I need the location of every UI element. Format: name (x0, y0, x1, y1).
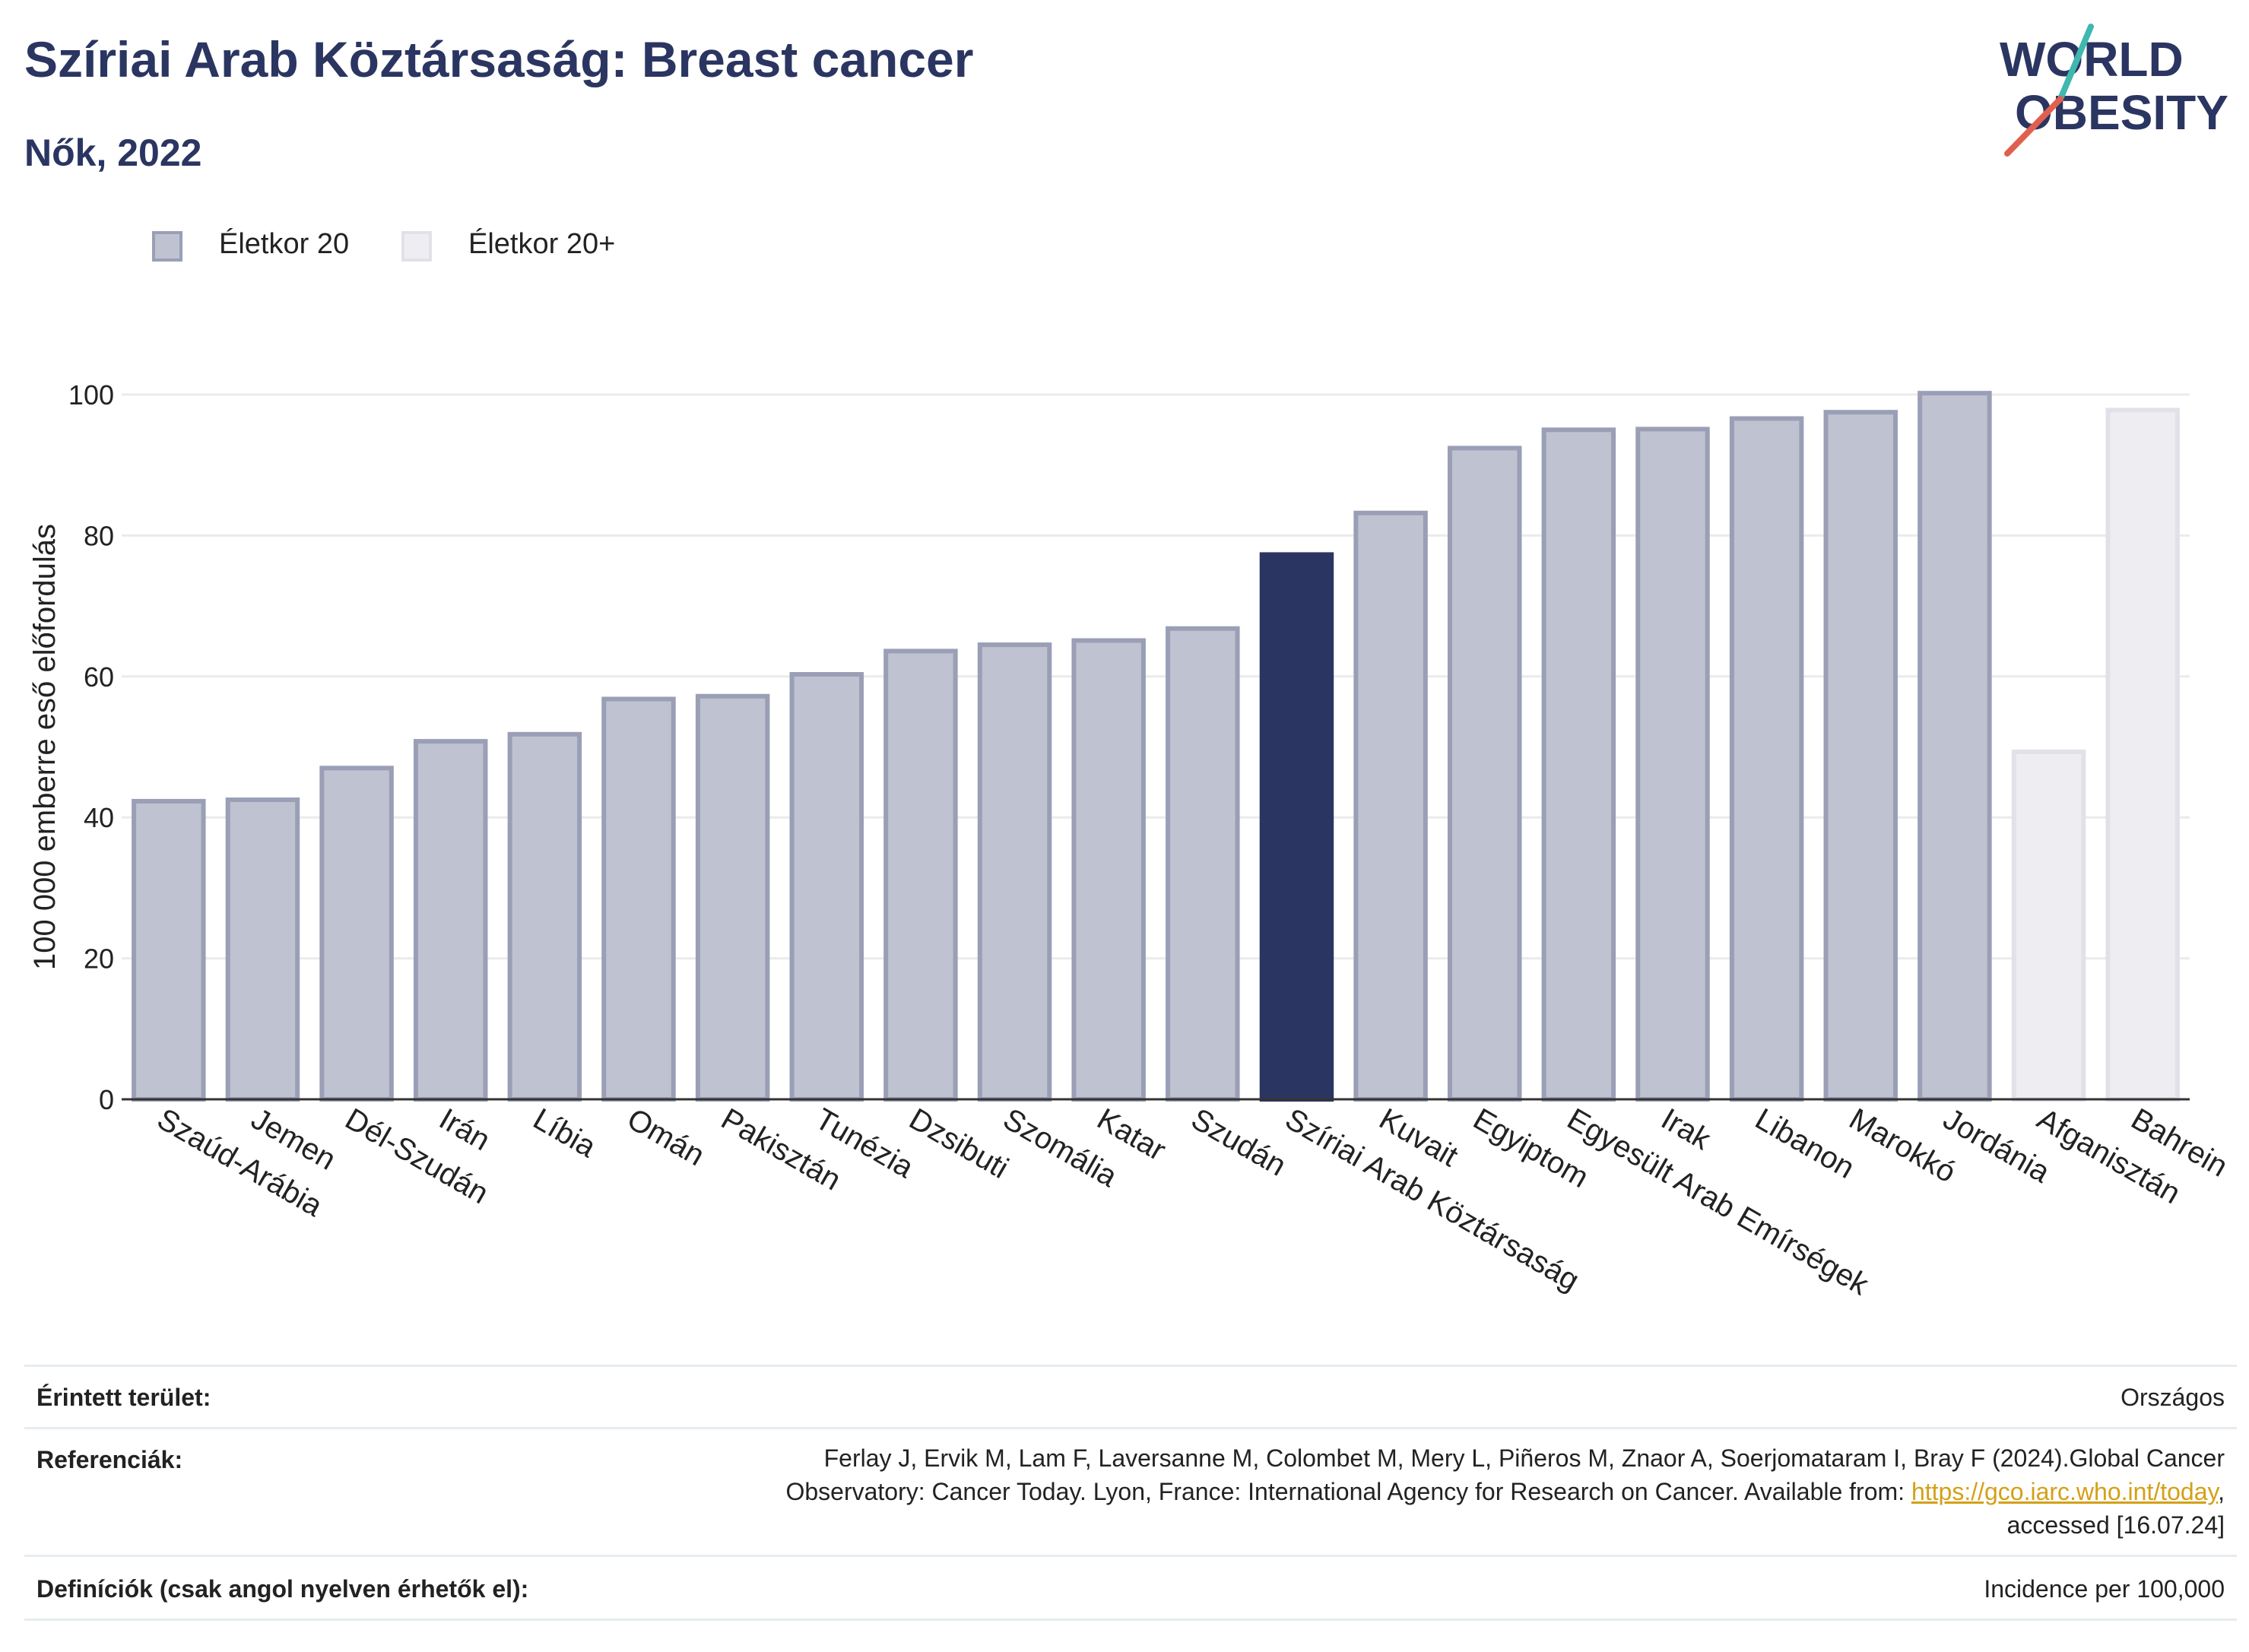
x-tick-label: Egyesült Arab Emírségek (1562, 1102, 1875, 1302)
bar (883, 648, 958, 1102)
references-label: Referenciák: (36, 1446, 183, 1473)
bar (2011, 749, 2086, 1102)
references-text: Ferlay J, Ervik M, Lam F, Laversanne M, … (785, 1441, 2225, 1542)
bar (1071, 638, 1146, 1102)
references-link[interactable]: https://gco.iarc.who.int/today (1911, 1478, 2219, 1505)
bar (1541, 427, 1616, 1102)
bar (2105, 407, 2180, 1102)
page-title: Szíriai Arab Köztársaság: Breast cancer (24, 31, 974, 87)
x-tick-label: Irán (433, 1102, 496, 1158)
bar (601, 696, 676, 1102)
x-tick-label: Marokkó (1844, 1102, 1962, 1190)
logo-stripe-teal (2057, 24, 2094, 102)
bar (1353, 510, 1428, 1102)
y-tick-label: 60 (84, 661, 114, 693)
bar (1166, 626, 1240, 1102)
footer-row-area: Érintett terület: Országos (24, 1365, 2237, 1427)
y-tick-label: 40 (84, 802, 114, 833)
area-label: Érintett terület: (36, 1384, 211, 1411)
y-tick-label: 0 (99, 1084, 114, 1115)
references-line-2-suffix: , (2218, 1478, 2225, 1505)
bar (413, 739, 488, 1102)
bar (1729, 416, 1804, 1102)
x-tick-label: Líbia (528, 1102, 602, 1165)
bar (1918, 391, 1992, 1102)
bar (507, 731, 582, 1102)
footer-row-references: Referenciák: Ferlay J, Ervik M, Lam F, L… (24, 1427, 2237, 1555)
logo-word-1: WORLD (2000, 32, 2184, 87)
bar (1635, 426, 1710, 1102)
bar-chart: 0 20 40 60 80 100 100 000 emberre eső előfordu… (28, 379, 2233, 1302)
legend-swatch-age-20 (152, 231, 182, 262)
world-obesity-logo: WORLD OBESITY (2000, 24, 2228, 157)
definitions-label: Definíciók (csak angol nyelven érhetők e… (36, 1575, 529, 1603)
bar (132, 798, 206, 1102)
bar (1447, 446, 1522, 1102)
chart-footer: Érintett terület: Országos Referenciák: … (24, 1365, 2237, 1621)
bar (695, 693, 770, 1102)
x-tick-label: Libanon (1749, 1102, 1860, 1185)
x-tick-label: Jordánia (1937, 1102, 2056, 1190)
y-tick-label: 100 (68, 379, 114, 411)
legend-label-age-20: Életkor 20 (219, 228, 350, 260)
references-line-2: Observatory: Cancer Today. Lyon, France:… (785, 1475, 2225, 1508)
bar (789, 672, 864, 1102)
x-tick-label: Szudán (1185, 1102, 1291, 1183)
x-tick-label: Irak (1656, 1102, 1718, 1157)
legend-label-age-20-plus: Életkor 20+ (468, 228, 616, 260)
bar (225, 797, 300, 1102)
bar (1823, 410, 1898, 1102)
area-value: Országos (2121, 1384, 2225, 1411)
bar (319, 766, 394, 1102)
footer-bottom-rule (24, 1619, 2237, 1621)
footer-row-definitions: Definíciók (csak angol nyelven érhetők e… (24, 1555, 2237, 1619)
x-tick-label: Omán (622, 1102, 710, 1173)
bar (1259, 552, 1334, 1102)
bar (977, 642, 1052, 1102)
legend-swatch-age-20-plus (401, 231, 432, 262)
references-line-3: accessed [16.07.24] (2006, 1511, 2225, 1539)
logo-stripe-red (2004, 96, 2063, 157)
y-tick-label: 80 (84, 520, 114, 551)
references-line-2-prefix: Observatory: Cancer Today. Lyon, France:… (785, 1478, 1911, 1505)
y-tick-label: 20 (84, 943, 114, 975)
definitions-value: Incidence per 100,000 (1984, 1575, 2225, 1603)
x-tick-label: Dzsibuti (903, 1102, 1013, 1185)
page-subtitle: Nők, 2022 (24, 132, 202, 174)
references-line-1: Ferlay J, Ervik M, Lam F, Laversanne M, … (823, 1444, 2225, 1472)
y-axis-title: 100 000 emberre eső előfordulás (28, 524, 62, 970)
